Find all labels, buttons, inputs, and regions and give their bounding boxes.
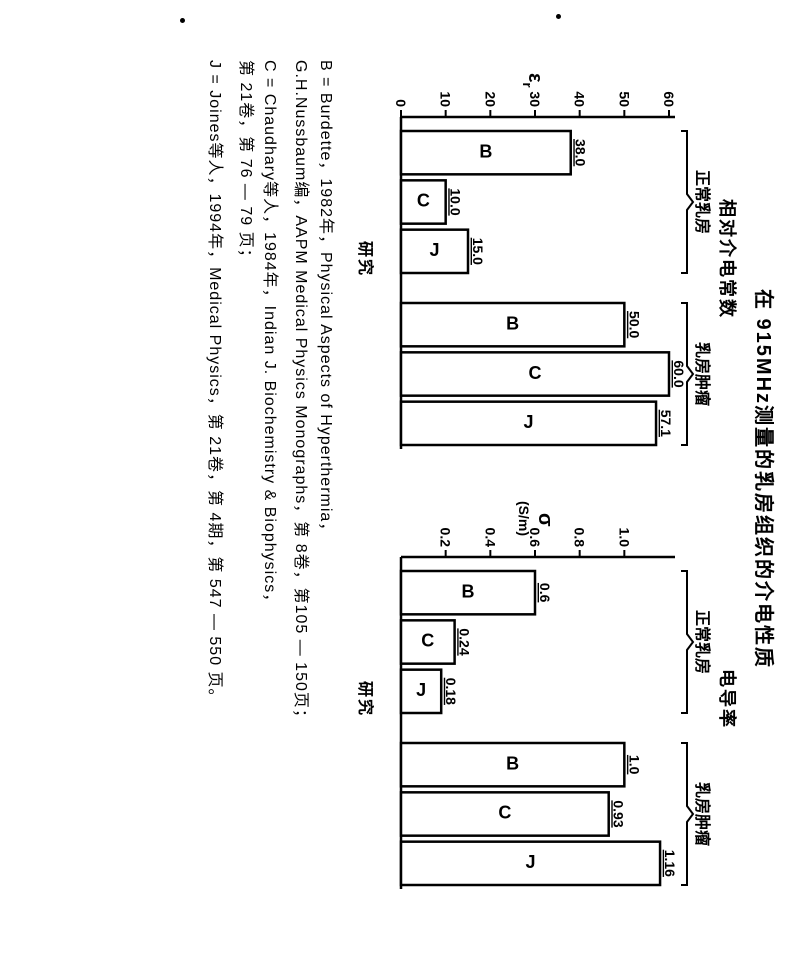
chart-conductivity-subtitle: 电导率 (715, 669, 741, 729)
svg-text:J: J (526, 852, 536, 872)
chart-conductivity-xlabel: 研究 (355, 681, 379, 717)
svg-text:(S/m): (S/m) (516, 501, 532, 536)
svg-text:0.24: 0.24 (457, 628, 473, 655)
svg-text:38.0: 38.0 (573, 139, 589, 166)
figure-title: 在 915MHz测量的乳房组织的介电性质 (751, 0, 780, 958)
svg-text:C: C (417, 191, 430, 211)
svg-text:57.1: 57.1 (658, 410, 674, 437)
svg-text:0.2: 0.2 (438, 528, 454, 548)
reference-j: J = Joines等人，1994年，Medical Physics，第 21卷… (201, 60, 226, 918)
svg-text:50.0: 50.0 (626, 311, 642, 338)
svg-text:0.4: 0.4 (482, 528, 498, 548)
svg-text:B: B (479, 141, 492, 161)
svg-text:1.16: 1.16 (662, 850, 678, 877)
svg-text:B: B (462, 581, 475, 601)
svg-text:εr: εr (520, 73, 546, 88)
svg-text:乳房肿瘤: 乳房肿瘤 (693, 782, 711, 846)
svg-text:B: B (506, 753, 519, 773)
svg-text:60.0: 60.0 (671, 360, 687, 387)
chart-permittivity-svg: 0 10 20 30 40 50 60 εr 正常乳房 B 38.0 C 10.0 J 15.0 乳房肿瘤 B 5… (381, 59, 711, 459)
svg-text:15.0: 15.0 (470, 238, 486, 265)
svg-text:J: J (524, 412, 534, 432)
reference-c: C = Chaudhary等人，1984年，Indian J. Biochemi… (232, 60, 282, 918)
svg-text:正常乳房: 正常乳房 (693, 610, 711, 674)
svg-text:0.93: 0.93 (611, 800, 627, 827)
chart-permittivity-subtitle: 相对介电常数 (715, 199, 741, 319)
svg-text:10.0: 10.0 (448, 188, 464, 215)
svg-text:0: 0 (393, 99, 409, 107)
svg-text:B: B (506, 313, 519, 333)
svg-text:30: 30 (527, 91, 543, 107)
chart-conductivity: 电导率 0.20.40.60.81.0σ(S/m)正常乳房B0.6C0.24J0… (355, 499, 741, 899)
svg-text:正常乳房: 正常乳房 (693, 170, 711, 234)
svg-text:1.0: 1.0 (616, 528, 632, 548)
charts-row: 相对介电常数 0 10 20 30 40 50 60 εr 正常乳房 B 38.0 C 10.0 J 15.… (355, 0, 741, 958)
chart-permittivity: 相对介电常数 0 10 20 30 40 50 60 εr 正常乳房 B 38.0 C 10.0 J 15.… (355, 59, 741, 459)
page-rotated-container: 在 915MHz测量的乳房组织的介电性质 相对介电常数 0 10 20 30 40 50 6… (0, 0, 800, 958)
references-block: B = Burdette，1982年，Physical Aspects of H… (201, 60, 337, 918)
chart-conductivity-svg: 0.20.40.60.81.0σ(S/m)正常乳房B0.6C0.24J0.18乳… (381, 499, 711, 899)
svg-text:C: C (529, 363, 542, 383)
svg-text:J: J (416, 680, 426, 700)
svg-text:50: 50 (616, 91, 632, 107)
svg-text:C: C (421, 631, 434, 651)
svg-text:60: 60 (661, 91, 677, 107)
svg-text:1.0: 1.0 (626, 755, 642, 775)
svg-text:10: 10 (438, 91, 454, 107)
svg-text:40: 40 (572, 91, 588, 107)
svg-text:20: 20 (482, 91, 498, 107)
svg-text:乳房肿瘤: 乳房肿瘤 (693, 342, 711, 406)
svg-text:0.6: 0.6 (537, 583, 553, 603)
reference-b: B = Burdette，1982年，Physical Aspects of H… (287, 60, 337, 918)
svg-text:σ: σ (534, 513, 556, 527)
chart-permittivity-xlabel: 研究 (355, 241, 379, 277)
svg-text:0.18: 0.18 (443, 678, 459, 705)
svg-text:C: C (498, 803, 511, 823)
svg-text:J: J (429, 240, 439, 260)
svg-text:0.8: 0.8 (572, 528, 588, 548)
